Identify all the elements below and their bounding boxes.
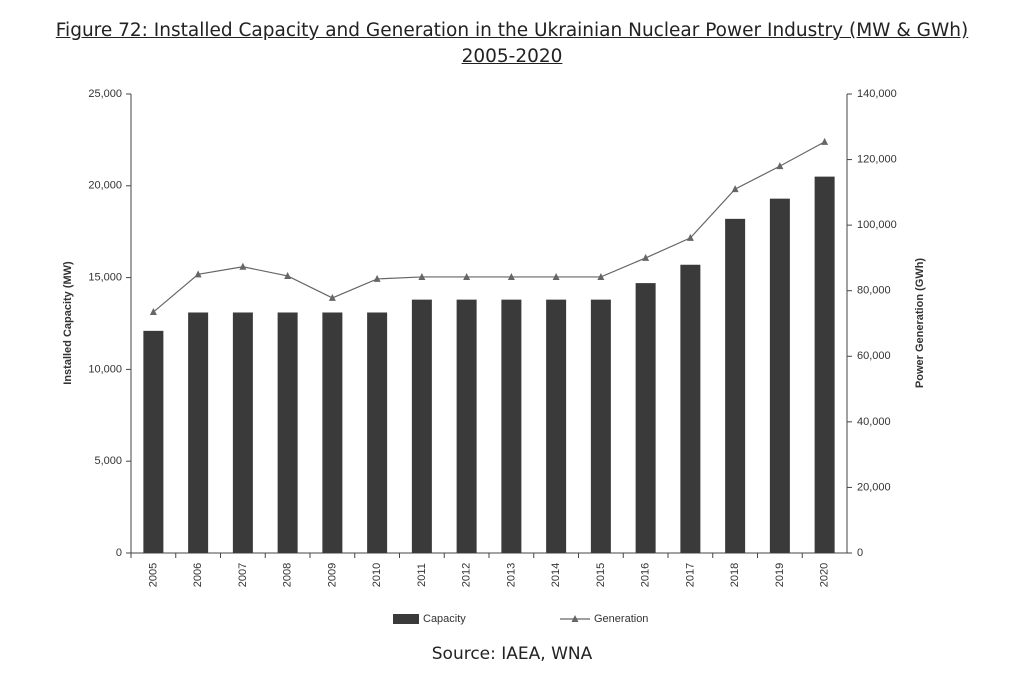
y2-tick-label: 40,000	[857, 416, 891, 428]
marker	[731, 185, 739, 193]
legend-label: Generation	[594, 613, 648, 625]
y-axis-label: Installed Capacity (MW)	[62, 261, 74, 385]
x-tick-label: 2019	[774, 563, 786, 587]
marker	[686, 233, 694, 241]
y-tick-label: 5,000	[94, 455, 122, 467]
marker	[239, 262, 247, 270]
bar	[814, 176, 835, 553]
x-tick-label: 2016	[640, 563, 652, 587]
marker	[776, 162, 784, 170]
bar	[680, 264, 701, 553]
source: Source: IAEA, WNA	[431, 644, 593, 664]
bar	[411, 299, 432, 553]
bar	[456, 299, 477, 553]
marker	[284, 271, 292, 279]
y2-axis-label: Power Generation (GWh)	[914, 258, 926, 389]
y2-tick-label: 100,000	[857, 219, 897, 231]
x-tick-label: 2008	[282, 563, 294, 587]
bar	[277, 312, 298, 553]
bar	[143, 330, 164, 553]
bar	[188, 312, 209, 553]
bar	[232, 312, 253, 553]
x-tick-label: 2006	[192, 563, 204, 587]
y2-tick-label: 20,000	[857, 481, 891, 493]
marker	[463, 272, 471, 280]
y2-tick-label: 60,000	[857, 350, 891, 362]
y2-tick-label: 140,000	[857, 88, 897, 100]
x-tick-label: 2018	[729, 563, 741, 587]
marker	[552, 272, 560, 280]
y-tick-label: 15,000	[88, 272, 122, 284]
x-tick-label: 2011	[416, 563, 428, 587]
marker	[328, 293, 336, 301]
y-tick-label: 25,000	[88, 88, 122, 100]
x-tick-label: 2009	[326, 563, 338, 587]
bar	[322, 312, 343, 553]
x-tick-label: 2007	[237, 563, 249, 587]
marker	[149, 308, 157, 316]
y-tick-label: 0	[116, 547, 122, 559]
marker	[418, 272, 426, 280]
marker	[194, 270, 202, 278]
x-tick-label: 2005	[147, 563, 159, 587]
bar	[590, 299, 611, 553]
marker	[821, 137, 829, 145]
line	[152, 141, 825, 313]
x-tick-label: 2013	[505, 563, 517, 587]
x-tick-label: 2014	[550, 563, 562, 587]
bar	[725, 218, 746, 553]
legend-swatch	[393, 614, 419, 624]
y-tick-label: 10,000	[88, 363, 122, 375]
marker	[373, 274, 381, 282]
y-tick-label: 20,000	[88, 180, 122, 192]
marker	[507, 272, 515, 280]
bar	[367, 312, 388, 553]
x-tick-label: 2017	[684, 563, 696, 587]
y2-tick-label: 80,000	[857, 285, 891, 297]
bar	[769, 198, 790, 554]
bar	[546, 299, 567, 553]
marker	[597, 272, 605, 280]
legend-label: Capacity	[423, 613, 466, 625]
bar	[501, 299, 522, 553]
bar	[635, 283, 656, 553]
legend-marker	[571, 615, 579, 622]
chart-title: Figure 72: Installed Capacity and Genera…	[55, 20, 969, 67]
marker	[642, 253, 650, 261]
x-tick-label: 2012	[461, 563, 473, 587]
y2-tick-label: 120,000	[857, 153, 897, 165]
x-tick-label: 2015	[595, 563, 607, 587]
y2-tick-label: 0	[857, 547, 863, 559]
x-tick-label: 2010	[371, 563, 383, 587]
x-tick-label: 2020	[819, 563, 831, 587]
